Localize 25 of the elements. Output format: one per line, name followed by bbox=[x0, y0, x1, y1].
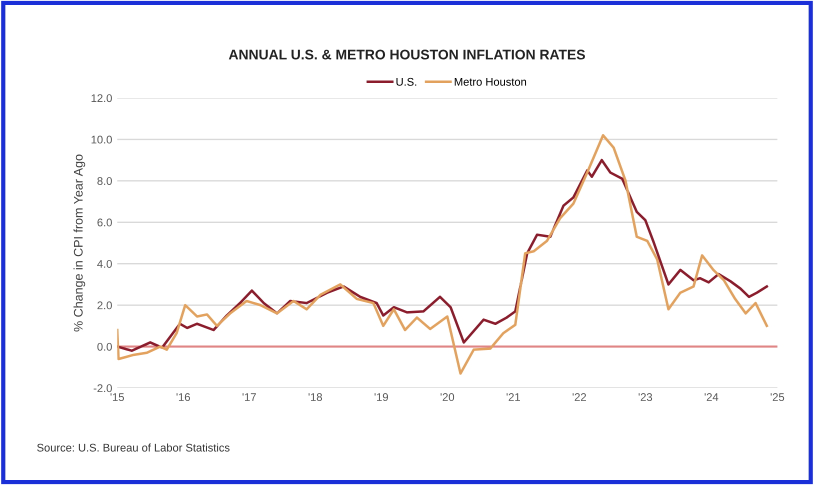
x-tick-label: '24 bbox=[704, 393, 718, 401]
legend-label: Metro Houston bbox=[454, 78, 526, 86]
x-tick-label: '16 bbox=[176, 393, 190, 402]
x-tick-label: '18 bbox=[308, 393, 322, 402]
y-tick-label: 8.0 bbox=[97, 177, 112, 185]
x-tick-label: '22 bbox=[572, 393, 586, 401]
legend-label: U.S. bbox=[396, 78, 416, 86]
line-series bbox=[117, 134, 768, 375]
x-tick-label: '20 bbox=[440, 393, 454, 402]
y-tick-label: -2.0 bbox=[94, 384, 112, 392]
y-axis-title: % Change in CPI from Year Ago bbox=[74, 154, 86, 332]
x-tick-label: '15 bbox=[110, 393, 124, 402]
y-tick-label: 2.0 bbox=[97, 301, 112, 310]
source-note: Source: U.S. Bureau of Labor Statistics bbox=[37, 443, 230, 452]
y-tick-label: 6.0 bbox=[97, 218, 112, 226]
x-tick-label: '17 bbox=[242, 393, 256, 401]
y-tick-label: 0.0 bbox=[97, 342, 112, 351]
x-tick-label: '25 bbox=[770, 393, 784, 402]
y-tick-label: 4.0 bbox=[97, 260, 112, 268]
chart-title: ANNUAL U.S. & METRO HOUSTON INFLATION RATES bbox=[228, 50, 585, 60]
x-tick-label: '23 bbox=[638, 393, 652, 402]
x-tick-label: '19 bbox=[374, 393, 388, 402]
y-tick-label: 10.0 bbox=[92, 136, 112, 144]
y-tick-label: 12.0 bbox=[92, 94, 112, 102]
x-tick-label: '21 bbox=[506, 393, 520, 401]
